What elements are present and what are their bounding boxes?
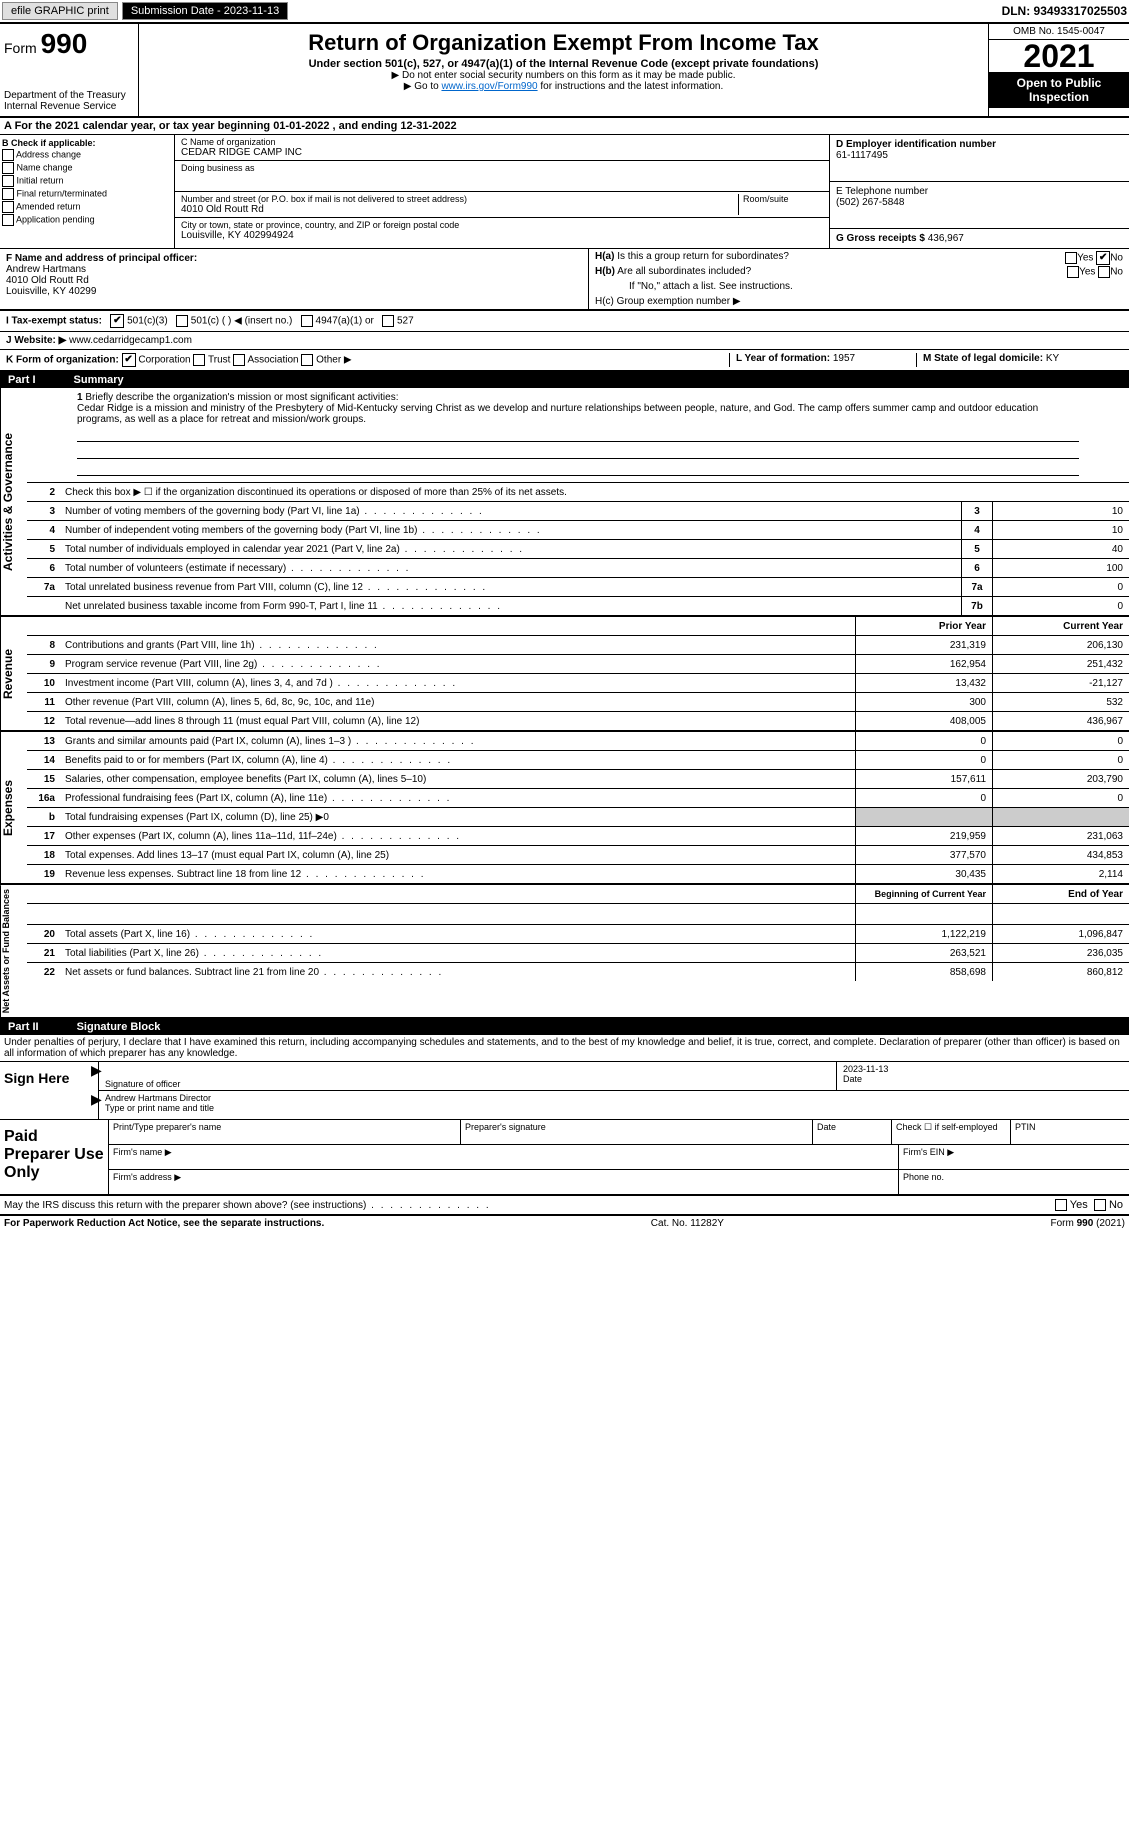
- section-j: J Website: ▶ www.cedarridgecamp1.com: [0, 332, 1129, 350]
- phone: (502) 267-5848: [836, 197, 1123, 208]
- tab-governance: Activities & Governance: [0, 388, 27, 615]
- irs-label: Internal Revenue Service: [4, 101, 134, 112]
- org-name: CEDAR RIDGE CAMP INC: [181, 147, 823, 158]
- mission-text: Cedar Ridge is a mission and ministry of…: [77, 403, 1038, 425]
- section-i: I Tax-exempt status: ✔ 501(c)(3) 501(c) …: [0, 310, 1129, 332]
- irs-link[interactable]: www.irs.gov/Form990: [441, 81, 537, 92]
- perjury-declaration: Under penalties of perjury, I declare th…: [0, 1035, 1129, 1062]
- section-c: C Name of organizationCEDAR RIDGE CAMP I…: [175, 135, 829, 248]
- section-klm: K Form of organization: ✔ Corporation Tr…: [0, 350, 1129, 372]
- part2-header: Part IISignature Block: [0, 1019, 1129, 1035]
- form-subtitle: Under section 501(c), 527, or 4947(a)(1)…: [143, 58, 984, 70]
- open-to-public: Open to Public Inspection: [989, 72, 1129, 108]
- sign-here-block: Sign Here ▶Signature of officer 2023-11-…: [0, 1062, 1129, 1120]
- gross-receipts: 436,967: [928, 233, 964, 244]
- section-fh: F Name and address of principal officer:…: [0, 249, 1129, 310]
- officer-name: Andrew Hartmans: [6, 264, 582, 275]
- mission-block: 1 Briefly describe the organization's mi…: [27, 388, 1129, 483]
- dln: DLN: 93493317025503: [1002, 4, 1127, 18]
- org-city: Louisville, KY 402994924: [181, 230, 823, 241]
- irs-discuss: May the IRS discuss this return with the…: [0, 1196, 1129, 1216]
- tax-year: 2021: [989, 40, 1129, 72]
- identity-block: B Check if applicable: Address change Na…: [0, 135, 1129, 249]
- section-b: B Check if applicable: Address change Na…: [0, 135, 175, 248]
- org-street: 4010 Old Routt Rd: [181, 204, 738, 215]
- form-title: Return of Organization Exempt From Incom…: [143, 30, 984, 56]
- tab-expenses: Expenses: [0, 732, 27, 883]
- top-bar: efile GRAPHIC print Submission Date - 20…: [0, 0, 1129, 24]
- form-header: Form 990 Department of the Treasury Inte…: [0, 24, 1129, 118]
- form-number: Form 990: [4, 28, 134, 60]
- website[interactable]: www.cedarridgecamp1.com: [69, 335, 192, 346]
- page-footer: For Paperwork Reduction Act Notice, see …: [0, 1216, 1129, 1231]
- form-note2: ▶ Go to www.irs.gov/Form990 for instruct…: [143, 81, 984, 92]
- efile-badge: efile GRAPHIC print: [2, 2, 118, 20]
- section-deg: D Employer identification number61-11174…: [829, 135, 1129, 248]
- paid-preparer-block: Paid Preparer Use Only Print/Type prepar…: [0, 1120, 1129, 1196]
- tax-period: A For the 2021 calendar year, or tax yea…: [0, 118, 1129, 135]
- dept-label: Department of the Treasury: [4, 90, 134, 101]
- part1-header: Part ISummary: [0, 372, 1129, 388]
- tab-revenue: Revenue: [0, 617, 27, 730]
- submission-date: Submission Date - 2023-11-13: [122, 2, 288, 20]
- form-note1: ▶ Do not enter social security numbers o…: [143, 70, 984, 81]
- ein: 61-1117495: [836, 150, 1123, 161]
- tab-netassets: Net Assets or Fund Balances: [0, 885, 27, 1017]
- officer-signed: Andrew Hartmans Director: [105, 1093, 211, 1103]
